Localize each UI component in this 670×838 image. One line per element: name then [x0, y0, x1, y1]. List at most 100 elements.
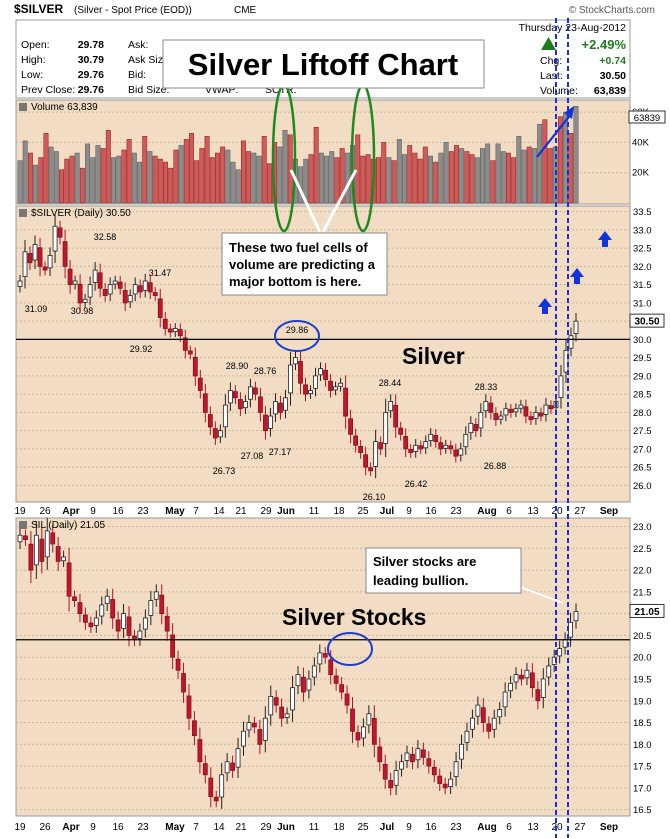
candle-body — [142, 280, 148, 291]
volume-bar — [360, 155, 366, 204]
volume-bar — [189, 133, 194, 204]
candle-body — [438, 442, 444, 450]
candle-body — [17, 280, 23, 287]
volume-bar — [33, 164, 39, 204]
candle-body — [258, 396, 263, 413]
x-axis-label: 18 — [333, 506, 345, 517]
volume-bar — [454, 145, 459, 204]
volume-bar — [521, 149, 527, 204]
volume-bar — [79, 167, 85, 204]
candle-body — [66, 562, 72, 597]
annotation-pointer-right — [321, 169, 358, 233]
candle-body — [413, 444, 419, 452]
candle-body — [415, 748, 421, 761]
silver-panel-label: $SILVER (Daily) 30.50 — [31, 208, 131, 219]
price-tick-label: 22.5 — [633, 544, 652, 555]
price-tick-label: 27.0 — [633, 444, 652, 455]
candle-body — [562, 639, 568, 648]
volume-bar — [422, 146, 428, 204]
candle-body — [475, 704, 481, 717]
candle-body — [339, 684, 345, 693]
sil-panel — [15, 517, 631, 817]
candle-body — [523, 406, 529, 417]
volume-bar — [428, 155, 433, 204]
volume-bar — [53, 151, 59, 204]
candle-body — [268, 696, 274, 716]
candle-body — [27, 253, 33, 264]
candle-body — [524, 669, 530, 679]
candle-body — [110, 599, 116, 619]
candle-body — [298, 361, 303, 384]
candle-body — [350, 708, 355, 732]
candle-body — [290, 687, 295, 711]
candle-body — [348, 418, 353, 435]
silver-annotation-line: volume are predicting a — [229, 257, 376, 272]
volume-value: 63,839 — [594, 85, 626, 97]
volume-bar — [111, 157, 116, 204]
x-axis-label: 26 — [39, 506, 51, 517]
candle-body — [538, 412, 544, 417]
candle-body — [142, 617, 148, 630]
candle-body — [283, 397, 288, 411]
volume-bar — [183, 139, 189, 204]
silver-big-label: Silver — [402, 343, 465, 369]
volume-bar — [17, 160, 23, 204]
volume-badge: 63839 — [634, 113, 660, 124]
volume-bar — [339, 148, 345, 204]
candle-body — [343, 387, 348, 417]
sil-annotation-line: Silver stocks are — [373, 554, 476, 569]
candle-body — [102, 288, 108, 296]
candle-body — [42, 266, 48, 271]
x-axis-label: 21 — [235, 822, 247, 833]
x-axis-label: 9 — [406, 506, 412, 517]
candle-body — [563, 349, 569, 373]
volume-bar — [105, 130, 111, 204]
x-axis-label: Jun — [277, 822, 295, 833]
candle-body — [301, 676, 306, 693]
candle-body — [448, 778, 454, 787]
volume-bar — [74, 152, 80, 204]
price-tick-label: 19.0 — [633, 696, 652, 707]
volume-bar — [199, 148, 205, 204]
price-label: 28.90 — [226, 361, 249, 371]
sil-last-badge: 21.05 — [634, 607, 659, 618]
candle-body — [508, 682, 513, 692]
volume-bar — [178, 145, 184, 204]
candle-body — [558, 375, 564, 399]
volume-bar — [511, 157, 517, 204]
x-axis-label: 20 — [551, 506, 563, 517]
x-axis-label: 29 — [260, 822, 272, 833]
x-axis-label: Jun — [277, 506, 295, 517]
candle-body — [243, 401, 248, 409]
x-axis-label: 14 — [213, 506, 225, 517]
candle-body — [61, 556, 67, 562]
stat-label: Ask Size: — [128, 54, 172, 66]
price-tick-label: 29.5 — [633, 353, 652, 364]
volume-bar — [365, 154, 371, 204]
price-tick-label: 29.0 — [633, 371, 652, 382]
stat-label: Low: — [21, 69, 43, 81]
candle-body — [408, 449, 414, 453]
candle-body — [311, 665, 317, 678]
volume-bar — [152, 155, 158, 204]
price-tick-label: 19.5 — [633, 674, 652, 685]
candle-body — [470, 717, 475, 730]
volume-bar — [459, 148, 465, 204]
volume-bar — [537, 123, 543, 204]
candle-body — [213, 796, 219, 802]
price-label: 27.17 — [269, 447, 292, 457]
candle-body — [127, 295, 133, 303]
x-axis-label: 21 — [235, 506, 247, 517]
x-axis-label: 16 — [425, 506, 437, 517]
x-axis-label: 23 — [137, 506, 149, 517]
x-axis-label: 16 — [112, 822, 124, 833]
candle-body — [418, 445, 424, 450]
candle-body — [279, 706, 285, 719]
volume-bar — [100, 148, 106, 204]
candle-body — [368, 467, 374, 472]
x-axis-label: 19 — [14, 506, 26, 517]
candle-body — [377, 746, 383, 763]
volume-bar — [531, 148, 537, 204]
